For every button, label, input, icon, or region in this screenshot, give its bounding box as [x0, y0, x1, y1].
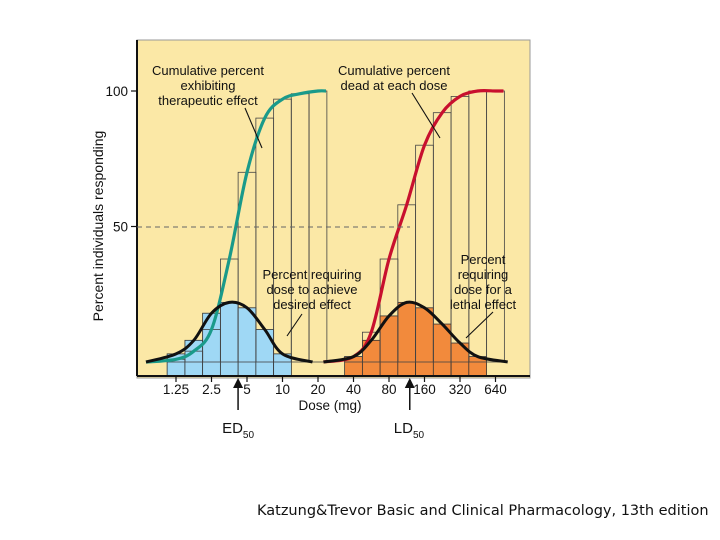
- series-annotation: Percent requiring dose to achieve desired …: [263, 267, 362, 312]
- therapeutic-cumulative-curve: [145, 89, 327, 364]
- x-tick-label: 1.25: [163, 382, 189, 397]
- figure-caption: Katzung&Trevor Basic and Clinical Pharma…: [257, 503, 709, 519]
- y-tick-label: 100: [105, 84, 128, 99]
- x-tick-label: 10: [275, 382, 290, 397]
- x-tick-label: 640: [484, 382, 507, 397]
- series-annotation: Cumulative percent dead at each dose: [338, 63, 450, 93]
- x-tick-label: 40: [346, 382, 361, 397]
- x-axis-label: Dose (mg): [298, 398, 361, 413]
- marker-arrowhead: [233, 378, 244, 388]
- lethal-cumulative-curve: [323, 89, 504, 364]
- x-tick-label: 2.5: [202, 382, 221, 397]
- annotation-leader-line: [411, 92, 441, 139]
- lethal-distribution-bar: [415, 307, 434, 377]
- lethal-distribution-curve: [323, 300, 508, 364]
- series-annotation: Cumulative percent exhibiting therapeutic …: [152, 63, 264, 108]
- x-tick-label: 5: [243, 382, 251, 397]
- series-annotation: Percent requiring dose for a lethal effect: [450, 252, 517, 312]
- marker-arrowhead: [404, 378, 415, 388]
- x-tick-label: 320: [449, 382, 472, 397]
- x-tick-label: 80: [381, 382, 396, 397]
- y-tick-label: 50: [113, 220, 128, 235]
- annotation-leader-line: [244, 107, 263, 149]
- lethal-distribution-bar: [397, 301, 416, 377]
- y-axis-label: Percent individuals responding: [90, 131, 106, 322]
- x-tick-label: 160: [413, 382, 436, 397]
- therapeutic-distribution-bar: [237, 307, 257, 377]
- marker-label: LD50: [394, 420, 425, 441]
- x-tick-label: 20: [310, 382, 325, 397]
- therapeutic-distribution-bar: [220, 301, 239, 377]
- marker-label: ED50: [222, 420, 254, 441]
- therapeutic-distribution-curve: [145, 300, 313, 364]
- annotation-leader-line: [286, 313, 303, 337]
- annotation-leader-line: [465, 311, 494, 339]
